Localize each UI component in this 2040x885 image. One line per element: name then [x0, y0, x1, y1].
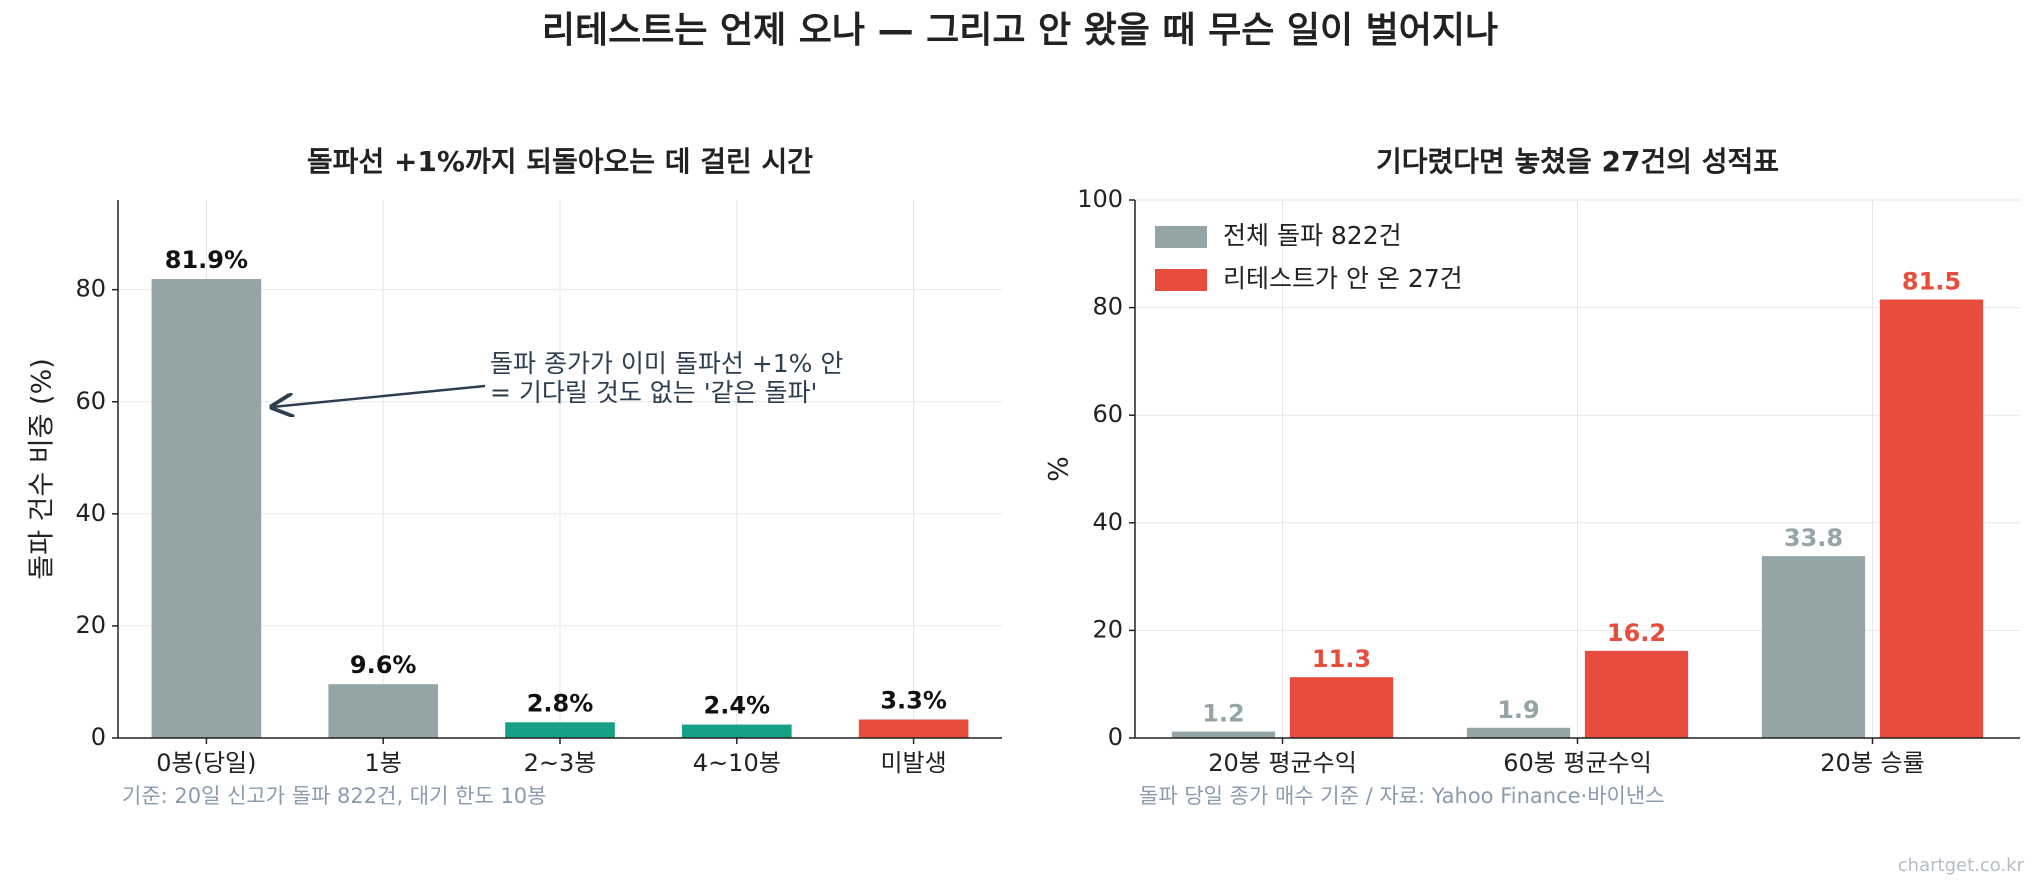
- x-tick-label: 20봉 평균수익: [1208, 749, 1357, 777]
- legend-swatch: [1155, 269, 1207, 291]
- value-label: 81.5: [1902, 268, 1961, 296]
- y-tick-label: 80: [1092, 293, 1123, 321]
- y-tick-label: 0: [91, 723, 106, 751]
- watermark: chartget.co.kr: [1898, 855, 2025, 876]
- chart-title: 기다렸다면 놓쳤을 27건의 성적표: [1376, 145, 1779, 178]
- y-tick-label: 40: [75, 499, 106, 527]
- y-tick-label: 20: [1092, 615, 1123, 643]
- value-label: 1.9: [1497, 696, 1540, 724]
- value-label: 2.8%: [527, 689, 594, 717]
- x-tick-label: 20봉 승률: [1820, 749, 1924, 777]
- y-tick-label: 60: [1092, 400, 1123, 428]
- y-tick-label: 100: [1077, 185, 1123, 213]
- legend-label: 전체 돌파 822건: [1223, 221, 1402, 250]
- value-label: 3.3%: [880, 687, 947, 715]
- bar: [1466, 727, 1571, 738]
- footnote: 기준: 20일 신고가 돌파 822건, 대기 한도 10봉: [122, 784, 546, 808]
- legend-label: 리테스트가 안 온 27건: [1223, 264, 1463, 293]
- bar: [858, 719, 969, 738]
- x-tick-label: 미발생: [880, 749, 946, 777]
- bar: [681, 724, 792, 738]
- y-axis-label: %: [1044, 456, 1075, 482]
- bar: [1584, 650, 1689, 738]
- bar: [1761, 556, 1866, 738]
- footnote: 돌파 당일 종가 매수 기준 / 자료: Yahoo Finance·바이낸스: [1139, 784, 1665, 808]
- x-tick-label: 2~3봉: [524, 749, 597, 777]
- y-tick-label: 0: [1108, 723, 1123, 751]
- bar: [151, 279, 262, 738]
- value-label: 16.2: [1607, 619, 1666, 647]
- y-tick-label: 80: [75, 275, 106, 303]
- annotation: = 기다릴 것도 없는 '같은 돌파': [490, 378, 817, 407]
- value-label: 1.2: [1202, 700, 1245, 728]
- x-tick-label: 4~10봉: [693, 749, 781, 777]
- annotation: 돌파 종가가 이미 돌파선 +1% 안: [490, 349, 843, 378]
- value-label: 2.4%: [704, 692, 771, 720]
- x-tick-label: 60봉 평균수익: [1503, 749, 1652, 777]
- legend-swatch: [1155, 226, 1207, 248]
- annotation-arrow: [272, 384, 486, 407]
- y-axis-label: 돌파 건수 비중 (%): [27, 358, 58, 580]
- bar: [1879, 299, 1984, 738]
- x-tick-label: 1봉: [365, 749, 402, 777]
- bar: [505, 722, 615, 738]
- chart-title: 돌파선 +1%까지 되돌아오는 데 걸린 시간: [307, 145, 813, 178]
- bar: [1171, 731, 1276, 738]
- value-label: 81.9%: [165, 246, 248, 274]
- bar: [328, 684, 439, 738]
- value-label: 11.3: [1312, 645, 1371, 673]
- x-tick-label: 0봉(당일): [156, 749, 256, 777]
- page-title: 리테스트는 언제 오나 — 그리고 안 왔을 때 무슨 일이 벌어지나: [542, 10, 1498, 51]
- value-label: 33.8: [1784, 524, 1843, 552]
- y-tick-label: 20: [75, 611, 106, 639]
- y-tick-label: 40: [1092, 508, 1123, 536]
- y-tick-label: 60: [75, 387, 106, 415]
- bar: [1289, 677, 1394, 738]
- value-label: 9.6%: [350, 651, 417, 679]
